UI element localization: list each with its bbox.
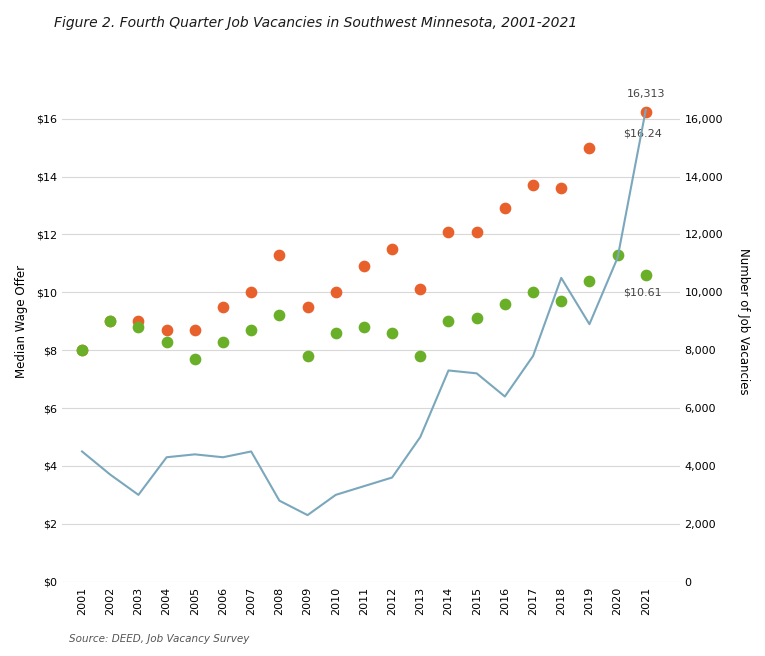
Point: [527, 180, 539, 190]
Point: [386, 244, 399, 255]
Point: [76, 345, 88, 356]
Point: [273, 249, 285, 260]
Point: [527, 287, 539, 298]
Text: 16,313: 16,313: [627, 89, 665, 98]
Y-axis label: Median Wage Offer: Median Wage Offer: [15, 265, 28, 378]
Point: [245, 287, 257, 298]
Point: [583, 276, 595, 286]
Point: [330, 327, 342, 338]
Y-axis label: Number of Job Vacancies: Number of Job Vacancies: [737, 248, 750, 395]
Point: [132, 316, 145, 327]
Point: [555, 183, 568, 194]
Point: [583, 142, 595, 153]
Point: [216, 302, 229, 312]
Point: [189, 325, 201, 335]
Point: [216, 337, 229, 347]
Point: [330, 287, 342, 298]
Point: [358, 261, 370, 272]
Point: [132, 322, 145, 333]
Point: [442, 226, 454, 237]
Point: [104, 316, 116, 327]
Point: [301, 351, 314, 361]
Point: [470, 313, 483, 323]
Point: [161, 337, 173, 347]
Point: [301, 302, 314, 312]
Point: [161, 325, 173, 335]
Point: [640, 106, 652, 117]
Point: [499, 298, 511, 309]
Point: [358, 322, 370, 333]
Point: [273, 310, 285, 321]
Point: [442, 316, 454, 327]
Text: Figure 2. Fourth Quarter Job Vacancies in Southwest Minnesota, 2001-2021: Figure 2. Fourth Quarter Job Vacancies i…: [54, 16, 577, 30]
Point: [470, 226, 483, 237]
Point: [386, 327, 399, 338]
Point: [189, 354, 201, 364]
Point: [499, 203, 511, 214]
Point: [414, 351, 426, 361]
Text: Source: DEED, Job Vacancy Survey: Source: DEED, Job Vacancy Survey: [69, 634, 249, 644]
Point: [245, 325, 257, 335]
Point: [76, 345, 88, 356]
Point: [104, 316, 116, 327]
Text: $16.24: $16.24: [623, 128, 662, 138]
Text: $10.61: $10.61: [623, 287, 662, 297]
Point: [611, 249, 623, 260]
Point: [640, 270, 652, 280]
Point: [414, 284, 426, 295]
Point: [555, 296, 568, 306]
